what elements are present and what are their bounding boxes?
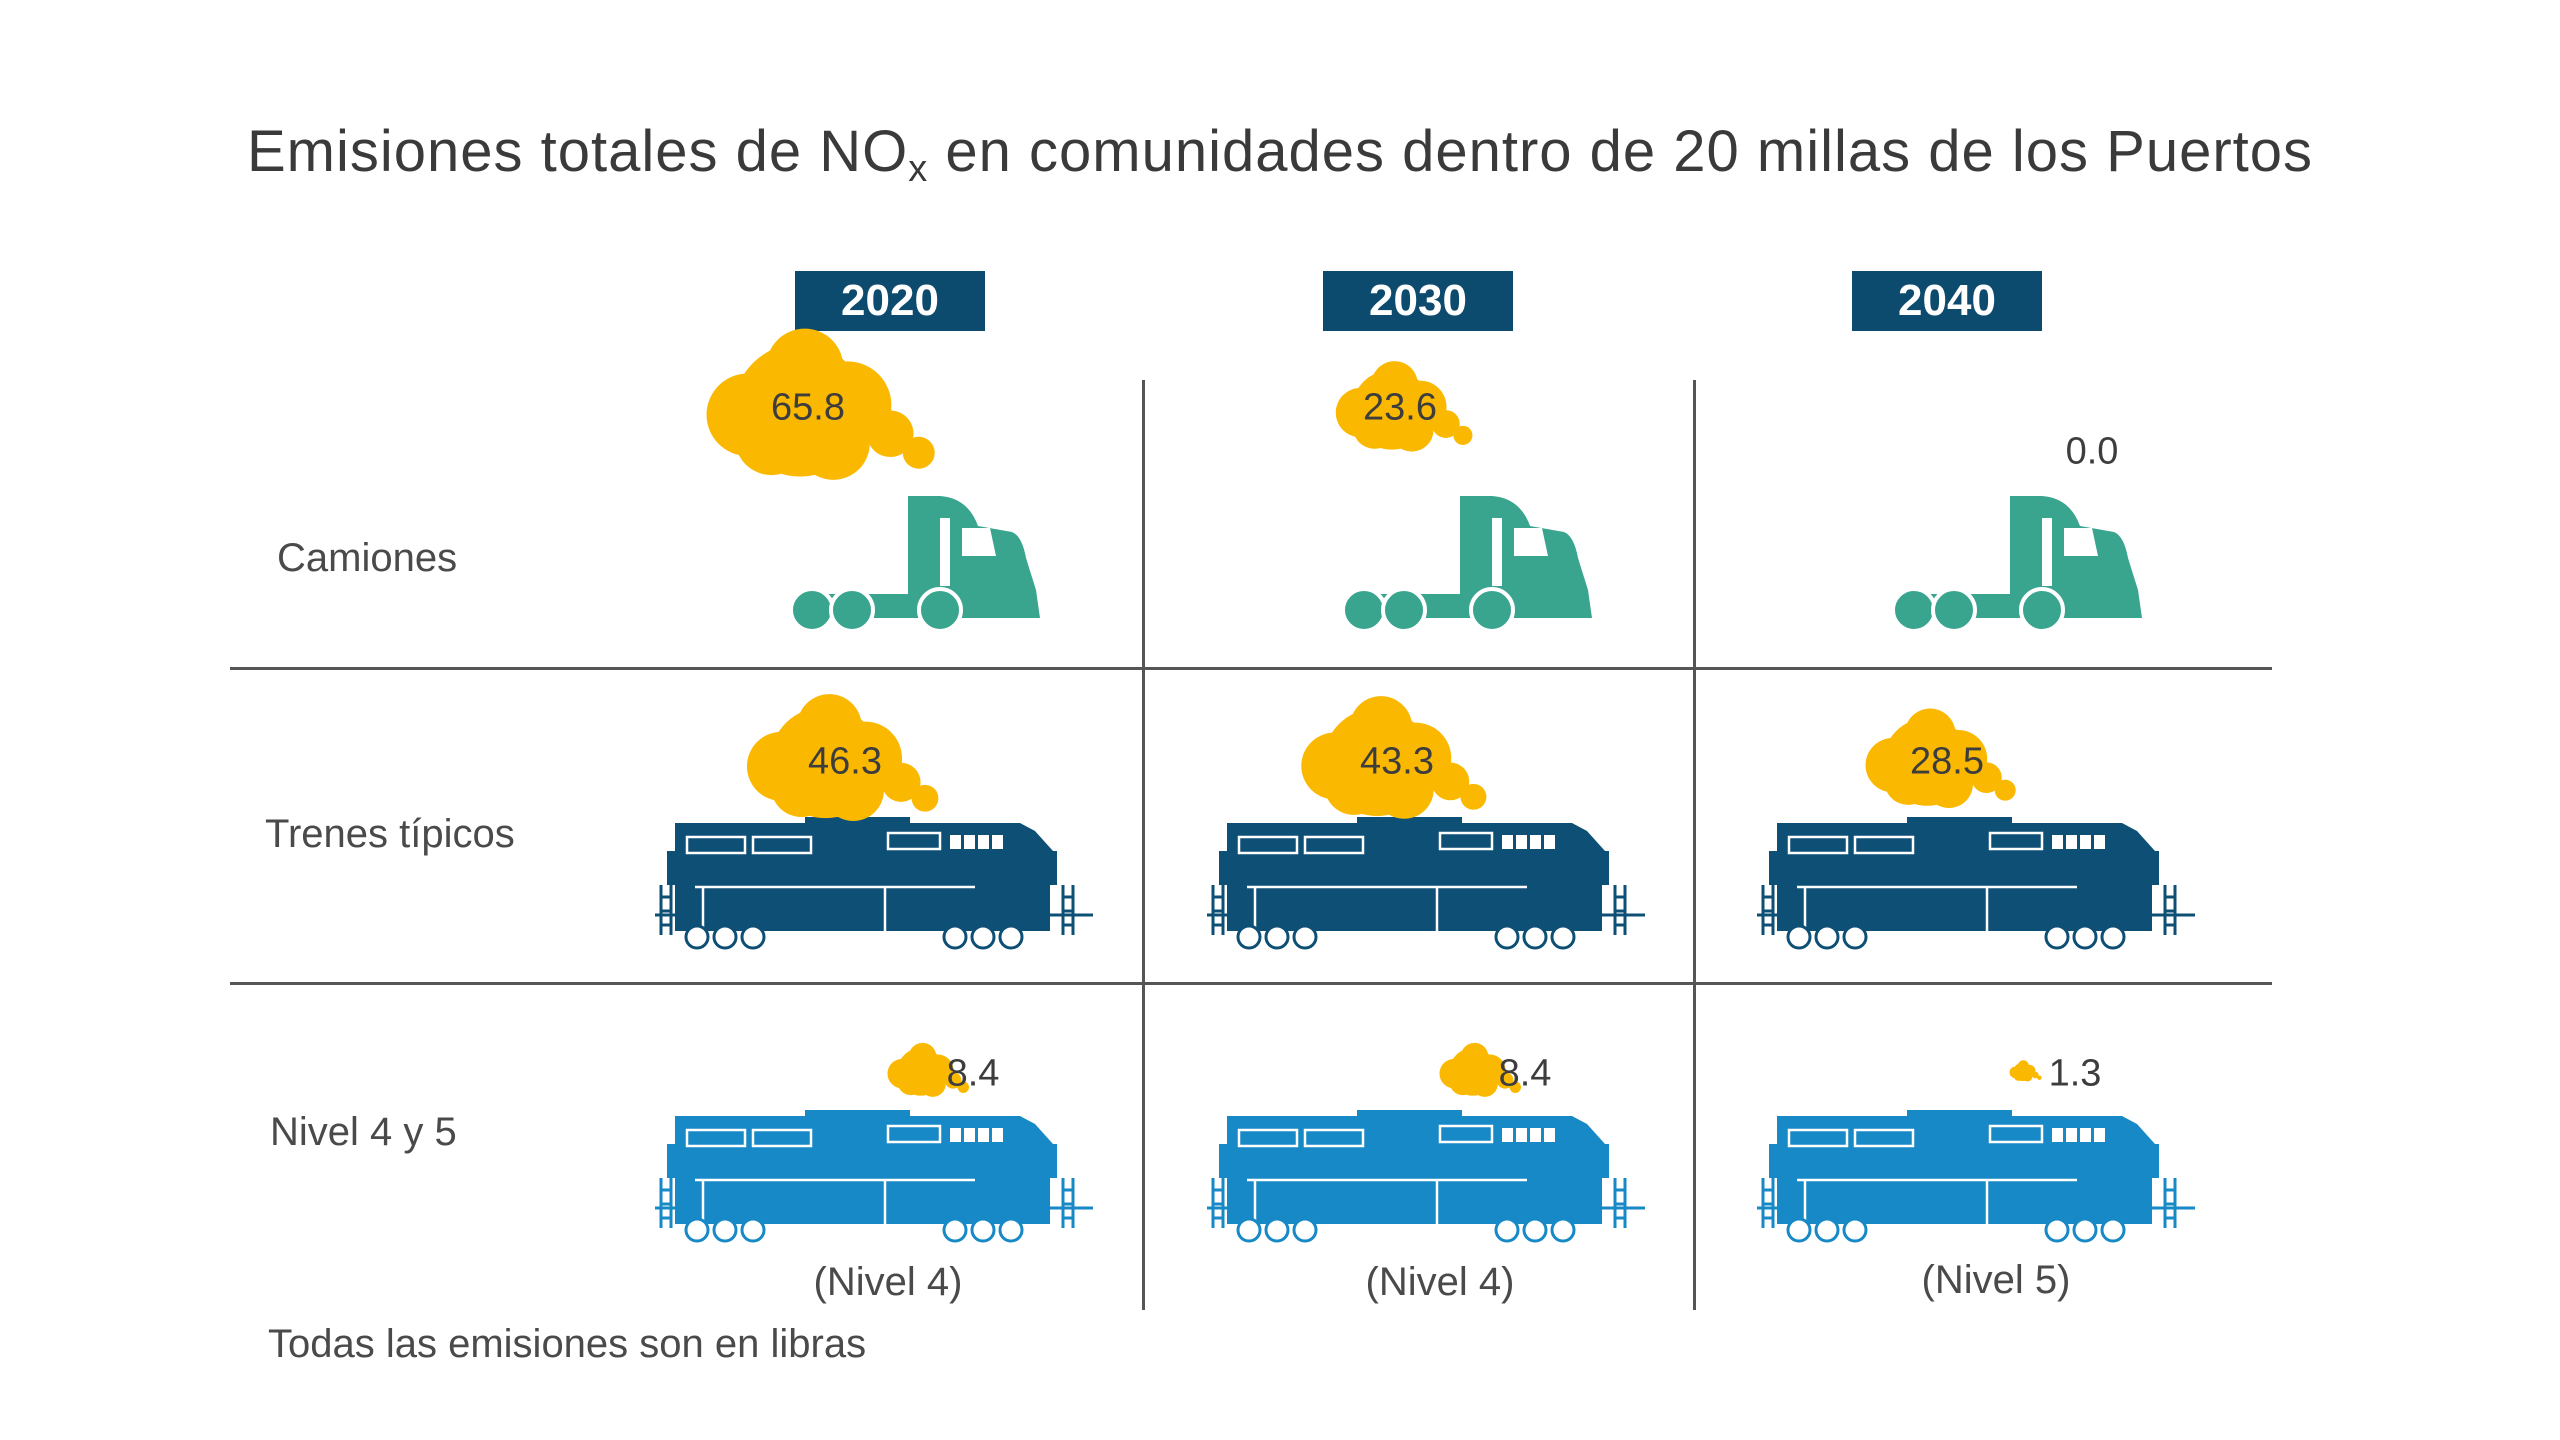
emission-cloud-trains-2040	[1865, 708, 2016, 808]
train-wheel	[2100, 1217, 2126, 1243]
train-wheel	[1236, 1217, 1262, 1243]
row-divider-1	[230, 667, 2272, 670]
value-label-trucks-2030: 23.6	[1363, 386, 1437, 429]
value-label-trains-2040: 28.5	[1910, 740, 1984, 783]
truck-icon-2040	[1891, 496, 2142, 633]
row-label-trains: Trenes típicos	[265, 812, 515, 856]
tier-level-2030: (Nivel 4)	[1365, 1260, 1515, 1304]
train-wheel	[684, 1217, 710, 1243]
truck-wheel	[1891, 587, 1937, 633]
train-typical-icon-2030	[1207, 817, 1645, 950]
train-wheel	[2044, 1217, 2070, 1243]
emission-cloud-tier-2020	[887, 1042, 970, 1097]
train-wheel	[942, 1217, 968, 1243]
train-wheel	[1786, 1217, 1812, 1243]
train-wheel	[2072, 1217, 2098, 1243]
truck-wheel	[829, 587, 875, 633]
train-wheel	[1292, 1217, 1318, 1243]
truck-icon-2030	[1341, 496, 1592, 633]
emission-cloud-trucks-2030	[1336, 361, 1473, 452]
train-wheel	[712, 1217, 738, 1243]
train-wheel	[998, 924, 1024, 950]
train-wheel	[1522, 924, 1548, 950]
chart-title: Emisiones totales de NOx en comunidades …	[0, 118, 2560, 191]
tier-level-2040: (Nivel 5)	[1921, 1258, 2071, 1302]
train-wheel	[1814, 924, 1840, 950]
train-wheel	[1264, 1217, 1290, 1243]
value-label-tier-2040: 1.3	[2048, 1052, 2102, 1095]
train-wheel	[1522, 1217, 1548, 1243]
train-wheel	[1814, 1217, 1840, 1243]
train-wheel	[2072, 924, 2098, 950]
train-wheel	[1842, 1217, 1868, 1243]
train-wheel	[740, 924, 766, 950]
title-prefix: Emisiones totales de NO	[246, 119, 909, 184]
title-subscript: x	[908, 148, 929, 190]
value-label-tier-2020: 8.4	[946, 1052, 1000, 1095]
train-wheel	[998, 1217, 1024, 1243]
train-wheel	[1550, 1217, 1576, 1243]
train-wheel	[1264, 924, 1290, 950]
value-label-trucks-2040: 0.0	[2065, 430, 2119, 473]
train-wheel	[684, 924, 710, 950]
train-tier-icon-2030	[1207, 1110, 1645, 1243]
train-wheel	[712, 924, 738, 950]
truck-icon-2020	[789, 496, 1040, 633]
footnote: Todas las emisiones son en libras	[268, 1322, 867, 1366]
emission-cloud-trucks-2020	[706, 328, 935, 480]
truck-wheel	[1469, 587, 1515, 633]
emission-cloud-tier-2040	[2009, 1060, 2042, 1082]
emission-cloud-tier-2030	[1439, 1042, 1522, 1097]
year-badge-2040: 2040	[1852, 271, 2042, 331]
truck-wheel	[917, 587, 963, 633]
train-wheel	[1292, 924, 1318, 950]
train-typical-icon-2040	[1757, 817, 2195, 950]
truck-wheel	[1381, 587, 1427, 633]
train-wheel	[942, 924, 968, 950]
column-divider-2	[1693, 380, 1696, 1310]
row-divider-2	[230, 982, 2272, 985]
train-tier-icon-2020	[655, 1110, 1093, 1243]
title-suffix: en comunidades dentro de 20 millas de lo…	[928, 119, 2314, 184]
train-wheel	[1236, 924, 1262, 950]
value-label-trucks-2020: 65.8	[771, 386, 845, 429]
train-wheel	[2100, 924, 2126, 950]
year-badge-2020: 2020	[795, 271, 985, 331]
emission-cloud-trains-2020	[746, 693, 938, 821]
truck-wheel	[2019, 587, 2065, 633]
train-wheel	[970, 1217, 996, 1243]
train-wheel	[970, 924, 996, 950]
train-wheel	[1494, 924, 1520, 950]
train-wheel	[1786, 924, 1812, 950]
train-wheel	[2044, 924, 2070, 950]
column-divider-1	[1142, 380, 1145, 1310]
tier-level-2020: (Nivel 4)	[813, 1260, 963, 1304]
train-wheel	[740, 1217, 766, 1243]
train-wheel	[1550, 924, 1576, 950]
value-label-tier-2030: 8.4	[1498, 1052, 1552, 1095]
train-wheel	[1494, 1217, 1520, 1243]
row-label-tier: Nivel 4 y 5	[270, 1110, 457, 1154]
row-label-trucks: Camiones	[277, 536, 458, 580]
value-label-trains-2030: 43.3	[1360, 740, 1434, 783]
train-typical-icon-2020	[655, 817, 1093, 950]
year-badge-2030: 2030	[1323, 271, 1513, 331]
train-tier-icon-2040	[1757, 1110, 2195, 1243]
truck-wheel	[1931, 587, 1977, 633]
value-label-trains-2020: 46.3	[808, 740, 882, 783]
train-wheel	[1842, 924, 1868, 950]
emission-cloud-trains-2030	[1301, 696, 1487, 819]
